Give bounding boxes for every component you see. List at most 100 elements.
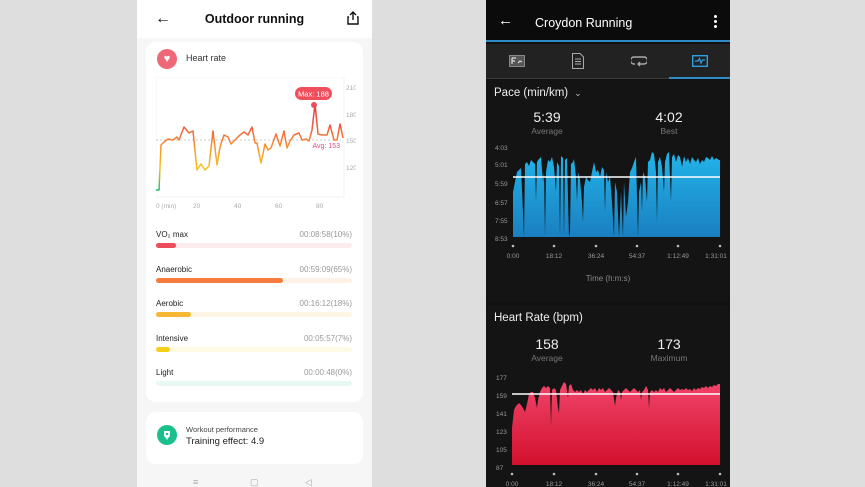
zone-fill [156,312,192,317]
tab-details[interactable] [547,44,608,78]
page-title: Outdoor running [204,12,305,26]
heart-rate-title: Heart Rate (bpm) [494,312,583,324]
top-app-bar: ← Outdoor running [137,0,372,38]
y-tick: 177 [496,375,507,382]
avg-hr-stat: 158 Average [502,336,592,363]
zone-time: 00:00:48(0%) [303,368,352,377]
max-hr-label: Maximum [650,353,688,363]
y-tick: 120 [346,165,356,172]
whistle-icon [157,425,177,445]
heart-rate-area-chart: 177 159 141 123 105 87 0:00 18:12 36:24 … [496,375,727,487]
y-tick: 87 [496,465,504,472]
zone-track [156,346,352,352]
x-tick: 36:24 [588,481,605,487]
x-tick: 0:00 [506,481,519,487]
zone-fill [156,346,170,352]
zone-fill [156,277,284,283]
home-nav-icon[interactable]: ▢ [250,477,259,487]
workout-performance-card[interactable]: Workout performance Training effect: 4.9 [146,412,363,464]
zone-intensive: Intensive 00:05:57(7%) [156,331,352,366]
zone-anaerobic: Anaerobic 00:59:09(65%) [156,262,352,297]
heart-rate-card: ♥ Heart rate Max: 188 Avg: 153 210 [146,42,363,402]
pace-section: Pace (min/km) ⌄ 5:39 Average 4:02 Best 4:… [486,80,730,302]
x-tick: 1:12:49 [667,253,689,260]
pace-chart: 4:03 5:01 5:59 6:57 7:55 8:53 0:00 18:12… [495,145,727,260]
y-tick: 6:57 [495,200,508,207]
zone-aerobic: Aerobic 00:16:12(18%) [156,296,352,331]
zone-track [156,381,352,386]
zone-track [156,312,352,317]
x-tick: 36:24 [588,253,605,260]
top-app-bar: ← Croydon Running [486,0,730,42]
zone-name: Anaerobic [156,264,193,274]
x-tick: 20 [193,203,201,210]
zone-track [156,243,352,248]
avg-hr-label: Average [531,353,563,363]
zone-time: 00:05:57(7%) [303,333,352,343]
arrow-left-icon[interactable]: ← [155,10,171,27]
tab-laps[interactable] [608,44,669,78]
right-phone-screen: ← Croydon Running Pace (min/km) ⌄ 5:39 Av… [486,0,730,487]
max-hr-value: 173 [657,336,681,352]
chart-card-icon [508,55,525,67]
activity-title: Croydon Running [535,16,633,30]
y-tick: 141 [496,411,507,418]
y-tick: 8:53 [495,236,508,243]
avg-hr-value: 158 [535,336,559,352]
y-tick: 180 [346,112,356,119]
menu-nav-icon[interactable]: ≡ [193,477,199,487]
avg-pace-label: Average [531,126,563,136]
x-tick: 54:37 [629,481,646,487]
y-tick: 5:59 [495,181,508,188]
zone-track [156,277,352,283]
zone-fill [156,243,176,248]
back-nav-icon[interactable]: ◁ [305,477,312,487]
x-tick: 0 (min) [156,203,176,210]
best-pace-value: 4:02 [655,109,683,125]
y-tick: 150 [346,138,356,145]
loop-icon [630,56,647,67]
left-phone-screen: ← Outdoor running ♥ Heart rate [137,0,372,487]
y-tick: 105 [496,447,507,454]
avg-label: Avg: 153 [312,143,340,150]
heart-icon: ♥ [157,49,177,69]
zone-name: Intensive [156,333,189,343]
x-tick: 1:31:01 [705,481,727,487]
zone-time: 00:16:12(18%) [299,299,352,308]
x-tick: 40 [234,203,242,210]
zone-light: Light 00:00:48(0%) [156,365,352,400]
avg-pace-value: 5:39 [533,109,561,125]
max-hr-stat: 173 Maximum [624,336,714,363]
activity-chart-icon [691,55,708,67]
pace-title[interactable]: Pace (min/km) ⌄ [494,87,582,99]
zone-time: 00:59:09(65%) [299,264,352,274]
zone-vo2max: VO₂ max 00:08:58(10%) [156,227,352,262]
x-tick: 60 [275,203,283,210]
y-tick: 7:55 [495,218,508,225]
x-axis-label: Time (h:m:s) [585,274,631,283]
y-tick: 159 [496,393,507,400]
zone-time: 00:08:58(10%) [299,230,352,239]
heart-rate-label: Heart rate [186,53,227,63]
x-tick: 1:12:49 [667,481,689,487]
workout-performance-label: Workout performance [186,425,258,434]
avg-pace-stat: 5:39 Average [502,109,592,136]
best-pace-label: Best [660,126,678,136]
tab-bar [486,44,730,79]
tab-stats[interactable] [486,44,547,78]
chevron-down-icon[interactable]: ⌄ [574,88,582,98]
share-icon[interactable] [346,11,360,25]
system-nav-bar: ≡ ▢ ◁ [137,470,372,487]
y-tick: 4:03 [495,145,508,152]
zone-name: Aerobic [156,299,184,308]
arrow-left-icon[interactable]: ← [498,12,513,29]
training-effect-value: Training effect: 4.9 [186,436,265,447]
tab-charts[interactable] [669,44,730,79]
best-pace-stat: 4:02 Best [624,109,714,136]
more-vert-icon[interactable] [714,15,717,30]
heart-rate-section: Heart Rate (bpm) 158 Average 173 Maximum… [486,305,730,487]
zone-name: VO₂ max [156,230,188,239]
x-tick: 54:37 [629,253,646,260]
document-icon [571,53,584,69]
y-tick: 123 [496,429,507,436]
